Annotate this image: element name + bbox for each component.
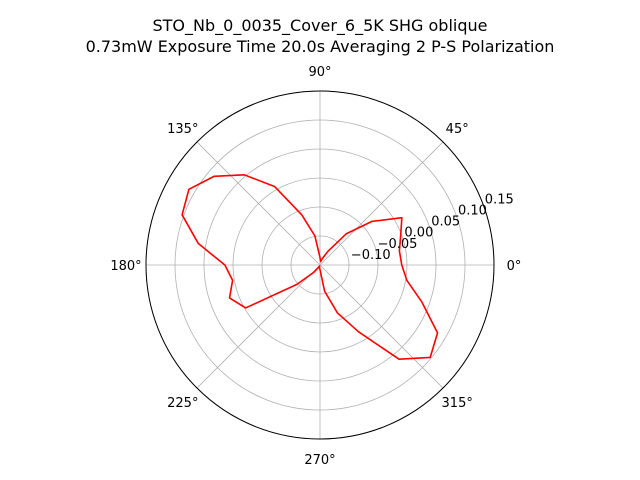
theta-tick-label: 180°	[110, 259, 141, 274]
theta-tick-label: 0°	[507, 259, 522, 274]
angular-gridline	[196, 264, 321, 389]
r-tick-label: 0.00	[404, 226, 433, 241]
r-tick-label: −0.10	[351, 248, 391, 263]
chart-title-line2: 0.73mW Exposure Time 20.0s Averaging 2 P…	[86, 37, 555, 56]
angular-gridline	[319, 264, 444, 389]
chart-title-line1: STO_Nb_0_0035_Cover_6_5K SHG oblique	[153, 16, 488, 36]
r-tick-label: 0.05	[431, 215, 460, 230]
theta-tick-label: 225°	[167, 396, 198, 411]
theta-tick-label: 270°	[304, 453, 335, 468]
series-line	[181, 174, 439, 360]
theta-tick-label: 315°	[442, 396, 473, 411]
theta-tick-label: 90°	[308, 65, 331, 80]
grid	[145, 90, 495, 440]
tick-labels: 0°45°90°135°180°225°270°315°−0.10−0.050.…	[110, 65, 521, 468]
polar-frame	[145, 90, 495, 440]
angular-gridline	[196, 141, 321, 266]
r-tick-label: 0.15	[485, 192, 514, 207]
theta-tick-label: 45°	[446, 122, 469, 137]
series-layer	[181, 174, 439, 360]
angular-gridline	[319, 141, 444, 266]
r-tick-label: 0.10	[458, 204, 487, 219]
r-tick-label: −0.05	[378, 237, 418, 252]
theta-tick-label: 135°	[167, 122, 198, 137]
